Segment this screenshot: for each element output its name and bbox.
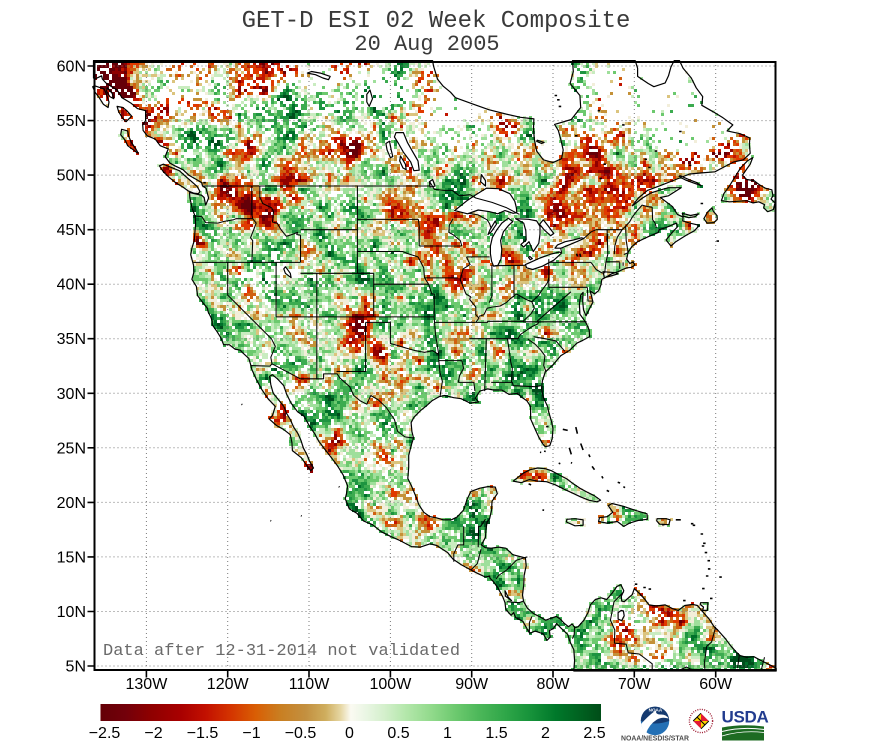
svg-text:40N: 40N (57, 277, 86, 294)
svg-text:35N: 35N (57, 331, 86, 348)
svg-text:25N: 25N (57, 440, 86, 457)
svg-text:NOAA/NESDIS/STAR: NOAA/NESDIS/STAR (621, 736, 689, 743)
svg-text:60W: 60W (699, 676, 733, 693)
svg-text:130W: 130W (126, 676, 169, 693)
svg-text:45N: 45N (57, 222, 86, 239)
svg-text:0.5: 0.5 (387, 725, 409, 742)
svg-text:20N: 20N (57, 495, 86, 512)
svg-text:1: 1 (443, 725, 452, 742)
svg-text:110W: 110W (289, 676, 331, 693)
svg-text:70W: 70W (618, 676, 652, 693)
svg-text:30N: 30N (57, 386, 86, 403)
svg-text:−0.5: −0.5 (285, 725, 317, 742)
svg-text:5N: 5N (66, 659, 86, 676)
svg-text:−2: −2 (144, 725, 162, 742)
svg-text:100W: 100W (370, 676, 413, 693)
svg-text:55N: 55N (57, 113, 86, 130)
svg-text:−1.5: −1.5 (187, 725, 219, 742)
svg-text:50N: 50N (57, 168, 86, 185)
svg-text:20 Aug 2005: 20 Aug 2005 (354, 32, 499, 57)
svg-text:0: 0 (345, 725, 354, 742)
svg-text:NOAA: NOAA (649, 708, 663, 713)
svg-text:Data after 12-31-2014 not vali: Data after 12-31-2014 not validated (103, 642, 460, 661)
svg-text:2: 2 (541, 725, 550, 742)
svg-text:2.5: 2.5 (583, 725, 605, 742)
svg-text:90W: 90W (455, 676, 489, 693)
svg-text:−2.5: −2.5 (89, 725, 121, 742)
svg-text:80W: 80W (537, 676, 571, 693)
svg-text:USDA: USDA (722, 708, 769, 727)
svg-text:−1: −1 (242, 725, 260, 742)
svg-text:120W: 120W (207, 676, 250, 693)
svg-text:1.5: 1.5 (485, 725, 507, 742)
svg-text:10N: 10N (57, 604, 86, 621)
svg-text:15N: 15N (57, 549, 86, 566)
svg-text:GET-D ESI 02 Week Composite: GET-D ESI 02 Week Composite (242, 8, 631, 35)
svg-text:60N: 60N (57, 59, 86, 76)
